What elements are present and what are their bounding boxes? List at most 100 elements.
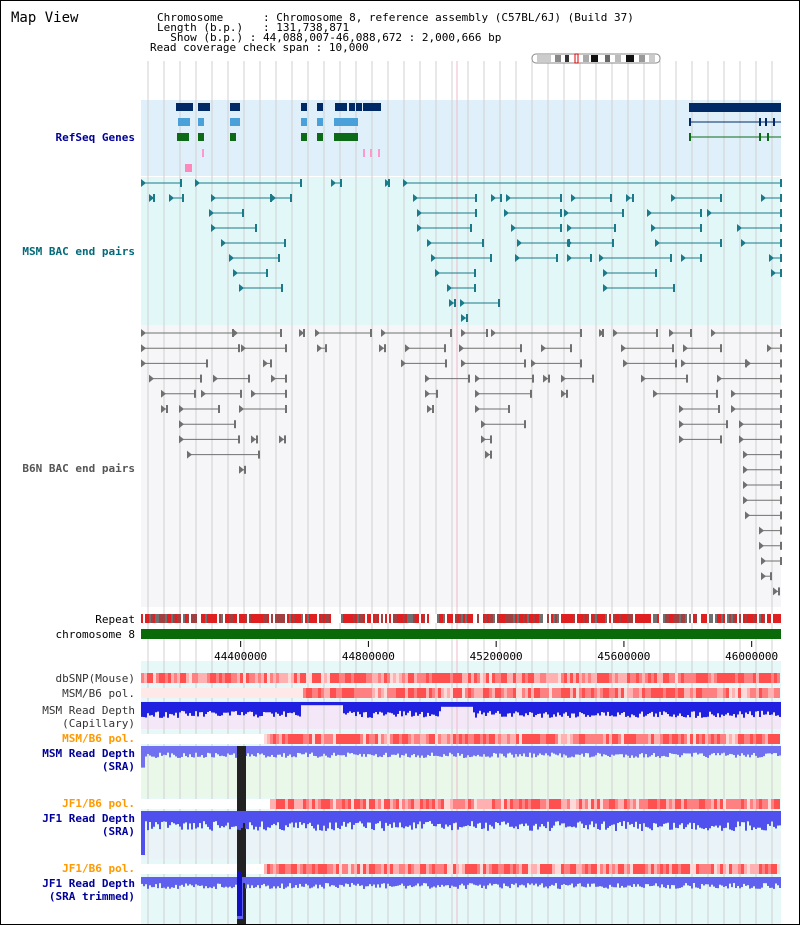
depth-bar	[407, 702, 409, 713]
refseq-genes-label[interactable]: RefSeq Genes	[55, 131, 135, 144]
repeat-segment	[495, 614, 497, 623]
depth-bar	[755, 811, 757, 829]
pol-cell	[393, 688, 396, 698]
pol-cell	[618, 688, 621, 698]
depth-bar	[195, 702, 197, 712]
dbsnp-label[interactable]: dbSNP(Mouse)	[55, 672, 135, 685]
pol-cell	[237, 688, 240, 698]
gene-block[interactable]	[759, 103, 781, 112]
b6n-bac-label[interactable]: B6N BAC end pairs	[22, 462, 135, 475]
depth-bar	[441, 877, 443, 885]
depth-bar	[761, 811, 763, 830]
gene-exon[interactable]	[689, 118, 691, 126]
depth-bar	[209, 877, 211, 888]
depth-bar	[767, 877, 769, 886]
pol-cell	[750, 673, 753, 683]
depth-bar	[329, 811, 331, 823]
depth-bar	[771, 702, 773, 715]
depth-bar	[411, 746, 413, 756]
gene-exon[interactable]	[765, 118, 767, 126]
pol-cell	[633, 688, 636, 698]
depth-bar	[181, 877, 183, 885]
repeat-segment	[685, 614, 687, 623]
repeat-segment	[367, 614, 369, 623]
gene-block[interactable]	[689, 103, 759, 112]
pol-cell	[741, 673, 744, 683]
msm-depth-sra-label[interactable]: MSM Read Depth (SRA)	[1, 747, 135, 773]
pol-cell	[417, 799, 420, 809]
pol-cell	[420, 673, 423, 683]
depth-bar	[407, 811, 409, 827]
pol-cell	[654, 734, 657, 744]
msm-depth-capillary-label[interactable]: MSM Read Depth (Capillary)	[1, 704, 135, 730]
jf1-b6-pol-label-2[interactable]: JF1/B6 pol.	[62, 862, 135, 875]
gene-exon[interactable]	[759, 133, 761, 141]
pol-cell	[648, 734, 651, 744]
depth-bar	[773, 746, 775, 754]
depth-bar	[759, 746, 761, 758]
pol-cell	[342, 799, 345, 809]
depth-bar	[427, 877, 429, 887]
gene-strand-arrow	[182, 103, 186, 111]
pol-cell	[591, 864, 594, 874]
gene-exon[interactable]	[689, 133, 691, 141]
pol-cell	[570, 734, 573, 744]
msm-bac-pair-end	[447, 284, 452, 292]
b6n-bac-pair-end	[240, 389, 242, 398]
depth-bar	[723, 746, 725, 753]
msm-bac-pair-end	[255, 224, 257, 232]
repeat-segment	[731, 614, 733, 623]
depth-bar	[707, 877, 709, 885]
depth-bar	[423, 746, 425, 758]
gene-strand-arrow	[184, 118, 188, 126]
b6n-bac-pair-end	[481, 435, 486, 444]
msm-b6-pol-label-1[interactable]: MSM/B6 pol.	[62, 687, 135, 700]
pol-cell	[252, 688, 255, 698]
b6n-bac-pair-end	[238, 344, 240, 353]
msm-bac-pair-end	[769, 254, 774, 262]
pol-cell	[513, 864, 516, 874]
msm-b6-pol-label-2[interactable]: MSM/B6 pol.	[62, 732, 135, 745]
pol-cell	[147, 673, 150, 683]
pol-cell	[708, 864, 711, 874]
pol-cell	[222, 864, 225, 874]
gene-exon[interactable]	[759, 118, 761, 126]
depth-bar	[577, 746, 579, 755]
depth-bar	[303, 877, 305, 887]
jf1-depth-trimmed-label[interactable]: JF1 Read Depth (SRA trimmed)	[1, 877, 135, 903]
msm-bac-label[interactable]: MSM BAC end pairs	[22, 245, 135, 258]
jf1-b6-pol-label-1[interactable]: JF1/B6 pol.	[62, 797, 135, 810]
pol-cell	[447, 688, 450, 698]
depth-bar	[457, 702, 459, 707]
depth-bar	[481, 702, 483, 715]
chromosome-ideogram[interactable]	[531, 53, 661, 64]
repeat-segment	[381, 614, 383, 623]
gene-strand-arrow	[301, 118, 305, 126]
depth-bar	[295, 877, 297, 886]
pol-cell	[468, 799, 471, 809]
chromosome-bar[interactable]	[141, 629, 781, 639]
pol-cell	[516, 799, 519, 809]
depth-bar	[523, 811, 525, 827]
depth-bar	[265, 702, 267, 713]
repeat-segment	[703, 614, 705, 623]
pol-cell	[144, 734, 147, 744]
depth-bar	[759, 877, 761, 889]
pol-cell	[456, 734, 459, 744]
pol-cell	[390, 864, 393, 874]
gene-exon[interactable]	[767, 133, 769, 141]
depth-bar	[691, 746, 693, 757]
pol-cell	[621, 864, 624, 874]
pol-cell	[627, 734, 630, 744]
pol-cell	[234, 688, 237, 698]
jf1-depth-sra-label[interactable]: JF1 Read Depth (SRA)	[1, 812, 135, 838]
depth-bar	[251, 746, 253, 755]
repeat-segment	[675, 614, 677, 623]
depth-bar	[423, 877, 425, 884]
depth-bar	[431, 702, 433, 715]
gene-exon[interactable]	[773, 118, 775, 126]
pol-cell	[384, 799, 387, 809]
b6n-bac-pair-end	[213, 374, 218, 383]
repeat-segment	[151, 614, 153, 623]
